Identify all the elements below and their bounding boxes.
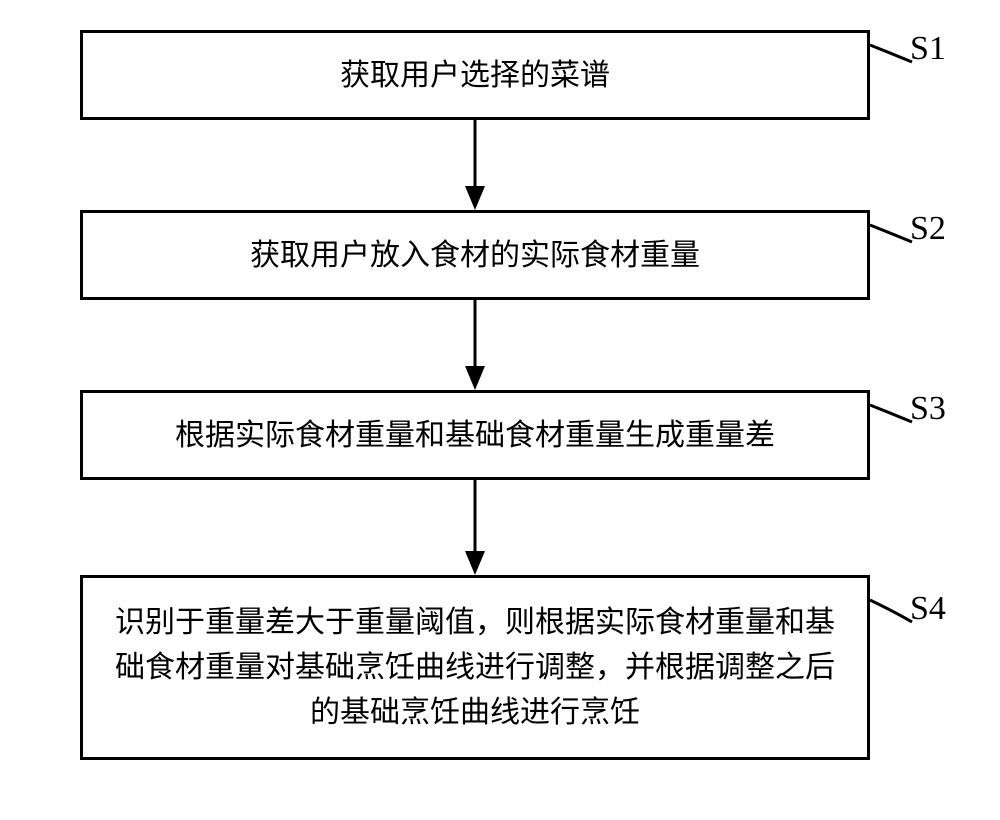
arrow-3-4: [0, 0, 1000, 820]
flowchart-canvas: 获取用户选择的菜谱 获取用户放入食材的实际食材重量 根据实际食材重量和基础食材重…: [0, 0, 1000, 820]
